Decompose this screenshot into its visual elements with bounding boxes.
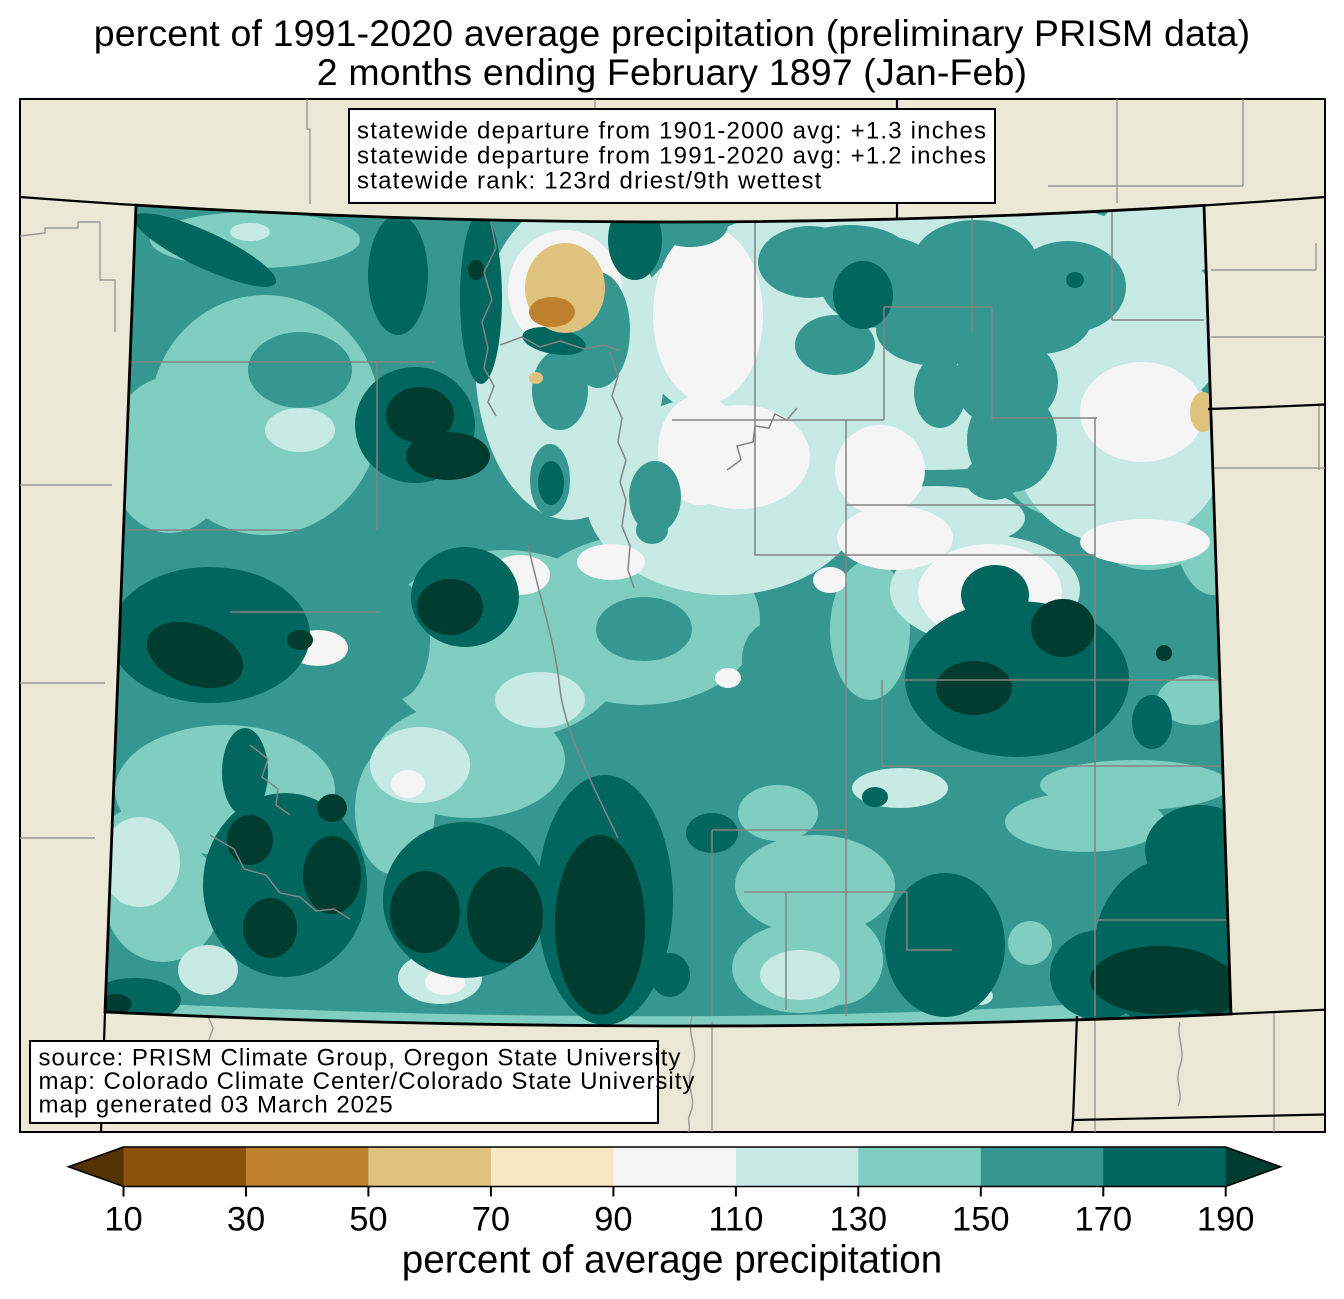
svg-text:50: 50 <box>349 1201 387 1239</box>
svg-text:statewide rank: 123rd driest/9: statewide rank: 123rd driest/9th wettest <box>357 168 823 195</box>
svg-text:170: 170 <box>1075 1201 1133 1239</box>
svg-text:130: 130 <box>830 1201 888 1239</box>
svg-text:190: 190 <box>1197 1201 1255 1239</box>
svg-text:percent of 1991-2020 average p: percent of 1991-2020 average precipitati… <box>94 12 1251 54</box>
svg-text:10: 10 <box>104 1201 142 1239</box>
svg-text:percent of average precipitati: percent of average precipitation <box>402 1239 942 1282</box>
svg-text:map: Colorado Climate Center/C: map: Colorado Climate Center/Colorado St… <box>39 1068 696 1095</box>
svg-text:source: PRISM Climate Group, O: source: PRISM Climate Group, Oregon Stat… <box>39 1044 682 1071</box>
svg-text:150: 150 <box>952 1201 1010 1239</box>
svg-text:30: 30 <box>227 1201 265 1239</box>
svg-text:statewide departure from 1901-: statewide departure from 1901-2000 avg: … <box>357 118 987 145</box>
svg-text:statewide departure from 1991-: statewide departure from 1991-2020 avg: … <box>357 143 987 170</box>
svg-text:110: 110 <box>708 1201 763 1239</box>
svg-text:90: 90 <box>594 1201 632 1239</box>
svg-text:2 months ending February 1897: 2 months ending February 1897 (Jan-Feb) <box>317 51 1027 93</box>
svg-text:70: 70 <box>472 1201 510 1239</box>
svg-text:map generated 03 March 2025: map generated 03 March 2025 <box>39 1092 394 1119</box>
